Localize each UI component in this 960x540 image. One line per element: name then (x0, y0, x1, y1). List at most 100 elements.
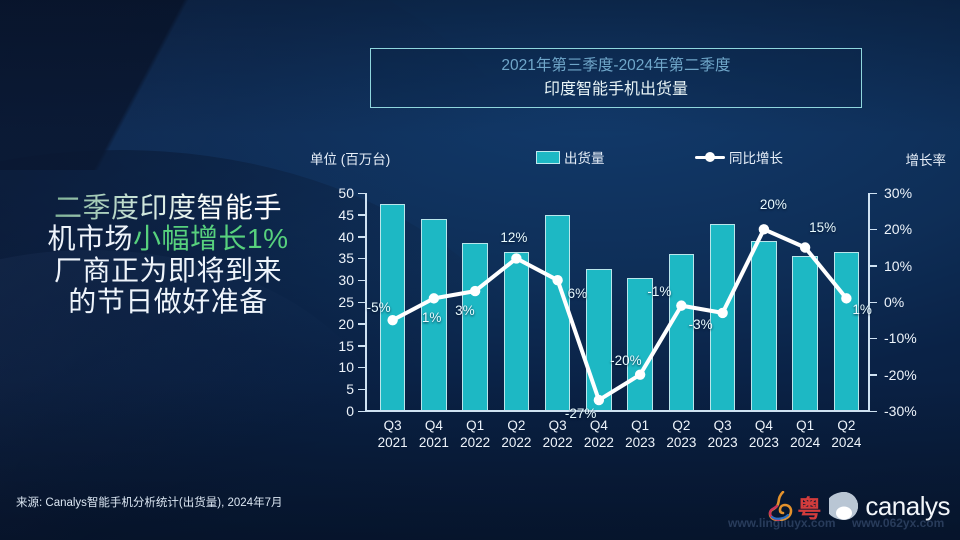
y-axis-tick (358, 301, 365, 303)
bar-swatch-icon (536, 150, 560, 164)
growth-line-series (387, 224, 852, 406)
flame-swirl-icon (769, 491, 793, 521)
bar (751, 240, 777, 411)
y-axis-tick (358, 388, 365, 391)
bar (833, 251, 860, 411)
growth-point (676, 300, 687, 311)
y2-axis-tick (870, 374, 877, 376)
growth-point (799, 242, 811, 253)
headline-line-2-accent: 小幅增长1% (133, 223, 289, 255)
x-axis-tick-label: Q3 2022 (542, 418, 573, 450)
source-note: 来源: Canalys智能手机分析统计(出货量), 2024年7月 (16, 497, 283, 509)
y2-axis-tick-label: -10% (884, 330, 917, 347)
y2-axis-tick-label: -20% (884, 366, 917, 383)
x-axis-tick-label: Q4 2021 (418, 418, 449, 450)
y-axis-unit-label: 单位 (百万台) (310, 152, 391, 167)
growth-data-label: 20% (759, 197, 787, 213)
y-axis-tick (358, 366, 365, 369)
y-axis-tick (358, 214, 365, 216)
growth-point (428, 293, 440, 304)
y-axis-tick (358, 323, 365, 325)
legend-item-shipments: 出货量 (536, 147, 605, 167)
growth-data-label: 1% (852, 302, 872, 318)
y-axis-tick-label: 20 (338, 315, 354, 332)
plot-area (372, 193, 867, 411)
y-axis-tick (358, 236, 365, 238)
canalys-wordmark: canalys (865, 490, 950, 521)
chart-legend: 单位 (百万台) 出货量 同比增长 增长率 (300, 145, 950, 171)
y2-axis-tick (870, 192, 877, 194)
left-axis-line (365, 193, 367, 411)
y2-axis-tick (870, 265, 877, 267)
growth-data-label: 12% (500, 230, 528, 246)
y-axis-tick-label: 45 (338, 206, 354, 223)
y2-axis-tick-label: -30% (884, 403, 917, 419)
growth-point (387, 314, 398, 326)
headline-text: 二季度印度智能手 机市场小幅增长1% 厂商正为即将到来 的节日做好准备 (18, 192, 318, 317)
growth-data-label: 1% (421, 310, 442, 326)
x-axis-tick-label: Q2 2023 (666, 418, 697, 450)
growth-data-label: -20% (610, 352, 642, 368)
y-axis-tick-label: 25 (338, 294, 354, 310)
headline-line-4: 的节日做好准备 (68, 286, 268, 318)
headline-line-2-plain: 机市场 (47, 223, 134, 255)
y2-axis-tick (870, 337, 877, 340)
growth-data-label: 3% (455, 303, 475, 319)
headline-line-1: 二季度印度智能手 (18, 192, 318, 223)
growth-point (593, 394, 605, 406)
watermark-1: www.lingliuyx.com (728, 516, 836, 530)
headline-line-3: 厂商正为即将到来 (53, 254, 282, 286)
growth-point (511, 253, 522, 264)
watermark-2: www.062yx.com (852, 516, 945, 530)
canalys-logo: canalys (829, 491, 950, 522)
x-axis-tick-label: Q1 2024 (790, 418, 821, 450)
legend-label-growth: 同比增长 (729, 151, 783, 166)
growth-point (634, 369, 646, 380)
chart-title-box: 2021年第三季度-2024年第二季度 印度智能手机出货量 (370, 48, 862, 108)
y-axis-tick-label: 10 (338, 359, 354, 376)
growth-data-label: -5% (366, 300, 391, 316)
growth-point (717, 307, 728, 319)
y-axis-tick-label: 35 (338, 250, 354, 267)
x-axis-tick-label: Q1 2022 (460, 418, 491, 450)
y-axis-tick (358, 410, 365, 412)
bottom-axis-line (365, 410, 870, 412)
y-axis-tick-label: 40 (338, 228, 354, 245)
chart-title-subtitle: 2021年第三季度-2024年第二季度 (501, 57, 731, 75)
y-axis-tick (358, 279, 365, 282)
growth-data-label: -1% (647, 283, 672, 299)
y2-axis-tick (870, 410, 877, 412)
yue-logo: 粤 (768, 489, 821, 524)
x-axis-tick-label: Q4 2022 (583, 418, 614, 450)
footer-logos: 粤 canalys (768, 484, 950, 528)
y-axis-tick-label: 5 (346, 381, 354, 398)
growth-data-label: -3% (688, 316, 713, 332)
y-axis-tick-label: 15 (338, 337, 354, 354)
right-axis-line (868, 193, 870, 411)
yue-character: 粤 (797, 495, 822, 523)
growth-data-label: -27% (564, 406, 597, 422)
legend-label-shipments: 出货量 (564, 151, 605, 166)
y2-axis-tick (870, 228, 877, 231)
bar (379, 203, 406, 411)
x-axis-tick-label: Q4 2023 (748, 418, 779, 450)
growth-data-label: 15% (809, 219, 837, 235)
x-axis-tick-label: Q2 2022 (501, 418, 532, 450)
chart-title-main: 印度智能手机出货量 (543, 80, 688, 98)
bar (462, 243, 488, 411)
bar (668, 254, 695, 411)
y-axis-tick-label: 30 (338, 272, 354, 289)
growth-point (841, 293, 852, 304)
x-axis-tick-label: Q3 2021 (377, 418, 408, 450)
x-axis-tick-label: Q1 2023 (625, 418, 656, 450)
x-axis-tick-label: Q2 2024 (831, 418, 862, 450)
canalys-mark-icon (829, 492, 859, 520)
growth-line-path (390, 227, 849, 403)
y2-axis-tick-label: 10% (884, 257, 913, 274)
y2-axis-tick-label: 30% (884, 185, 913, 201)
bar (627, 278, 653, 411)
y-axis-tick (358, 345, 365, 347)
y2-axis-tick-label: 0% (884, 294, 905, 310)
growth-point (469, 285, 481, 297)
bar (586, 269, 612, 411)
